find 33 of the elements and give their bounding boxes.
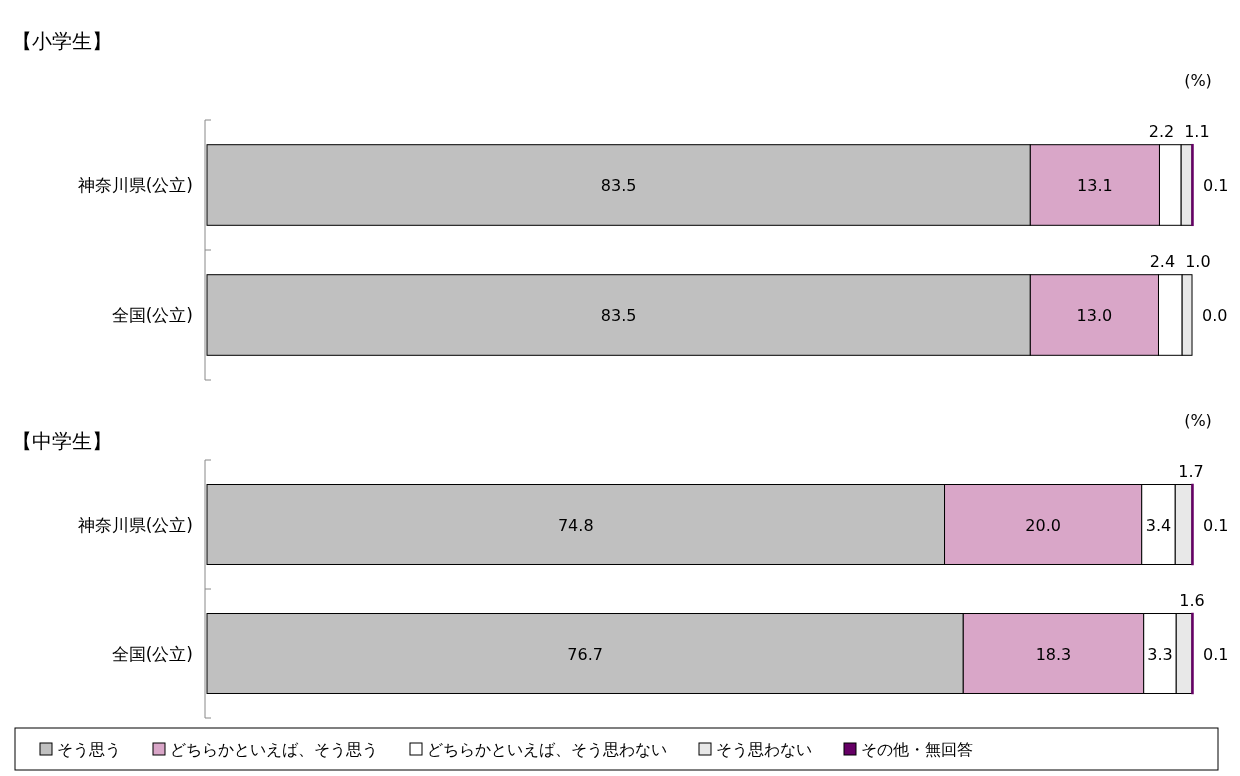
data-label: 83.5 [600, 306, 637, 325]
text: (%) [1184, 411, 1212, 430]
data-label: 0.1 [1203, 176, 1229, 195]
data-label: 13.0 [1076, 306, 1113, 325]
data-label: 3.3 [1147, 644, 1173, 664]
legend-label: どちらかといえば、そう思わない [427, 740, 667, 759]
legend-label: そう思わない [716, 740, 812, 759]
chart-title: 【中学生】 [12, 429, 112, 453]
data-label: 76.7 [567, 644, 603, 664]
data-label: 1.1 [1184, 121, 1210, 141]
chart-title: 【小学生】 [12, 29, 112, 53]
legend-label: そう思う [57, 740, 121, 759]
legend-label: どちらかといえば、そう思う [170, 740, 378, 759]
data-label: 3.4 [1145, 515, 1172, 535]
y-tick-label: 神奈川県(公立) [77, 175, 193, 195]
data-label: 1.6 [1179, 590, 1205, 610]
y-tick-label: 神奈川県(公立) [77, 514, 193, 535]
data-label: 2.2 [1148, 121, 1175, 141]
data-label: 18.3 [1035, 644, 1072, 664]
data-label: 1.0 [1185, 251, 1211, 271]
data-label: 0.0 [1202, 306, 1228, 325]
data-label: 20.0 [1025, 515, 1061, 535]
data-label: 1.7 [1178, 461, 1204, 481]
y-tick-label: 全国(公立) [111, 643, 193, 664]
legend-label: その他・無回答 [861, 740, 973, 759]
data-label: 2.4 [1149, 251, 1176, 271]
y-tick-label: 全国(公立) [111, 305, 193, 325]
data-label: 0.1 [1203, 644, 1229, 664]
data-label: 83.5 [600, 176, 637, 195]
data-label: 0.1 [1203, 515, 1229, 535]
data-label: 74.8 [557, 515, 594, 535]
data-label: 13.1 [1077, 176, 1113, 195]
text: (%) [1184, 71, 1212, 90]
